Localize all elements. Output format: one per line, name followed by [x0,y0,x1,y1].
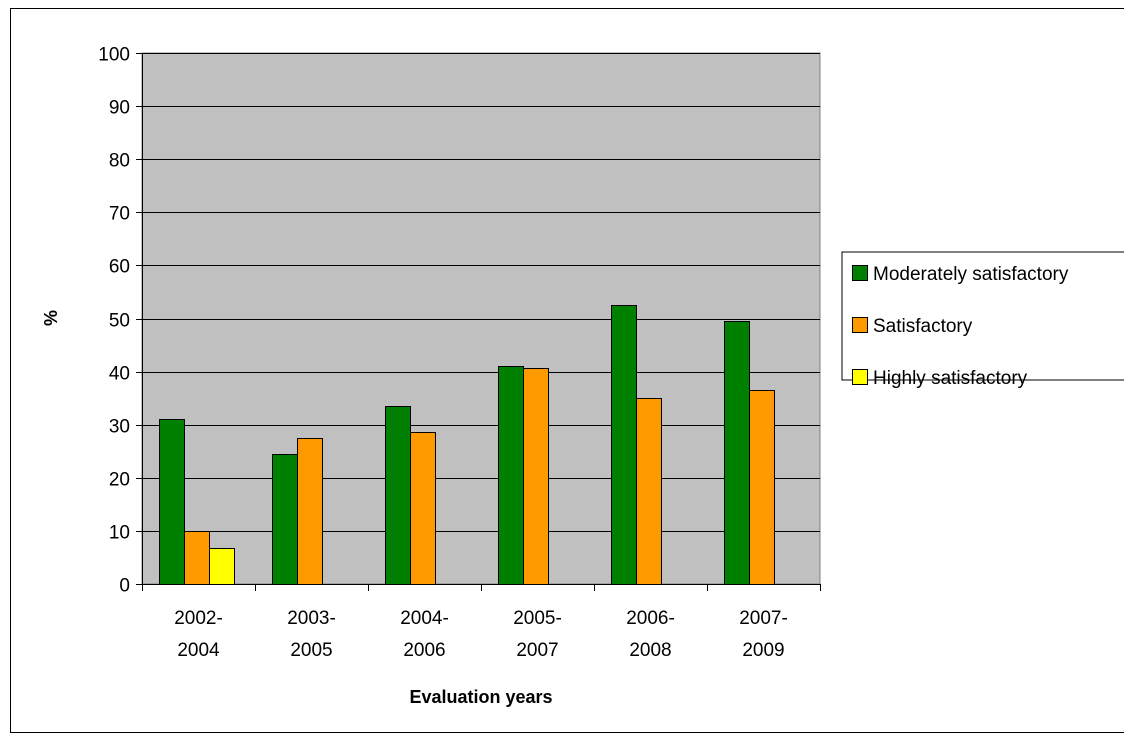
legend-swatch [852,265,868,281]
bar [272,454,298,585]
y-tick-label: 70 [109,204,130,225]
y-tick-label: 80 [109,151,130,172]
bars [159,305,775,585]
bar [523,368,549,585]
axes [136,53,821,591]
gridlines [142,53,820,532]
y-tick-label: 100 [98,45,130,66]
y-tick-label: 60 [109,257,130,278]
x-tick-label: 2005 [290,640,332,661]
x-tick-label: 2005- [513,608,562,629]
x-tick-labels: 2002- 2004 2003- 2005 2004- 2006 2005- 2007 2006… [174,608,788,661]
y-tick-label: 90 [109,98,130,119]
bar [611,305,637,585]
legend-label: Moderately satisfactory [873,264,1069,285]
legend-label: Satisfactory [873,316,973,337]
y-tick-label: 50 [109,311,130,332]
x-tick-label: 2004 [177,640,220,661]
x-tick-label: 2007- [739,608,788,629]
x-axis-title: Evaluation years [409,687,552,707]
bar [209,548,235,585]
bar [749,390,775,585]
y-tick-labels: 0 10 20 30 40 50 60 70 80 90 100 [98,45,130,597]
x-tick-label: 2003- [287,608,336,629]
bar [410,432,436,585]
legend-swatch [852,317,868,333]
bar [184,531,210,585]
y-tick-label: 20 [109,470,130,491]
x-tick-label: 2007 [516,640,558,661]
bar [385,406,411,585]
legend-label: Highly satisfactory [873,368,1028,389]
legend-box [841,251,1124,381]
y-tick-label: 10 [109,523,130,544]
bar [297,438,323,585]
y-tick-label: 0 [119,576,130,597]
legend: Moderately satisfactory Satisfactory Highl… [841,251,1124,389]
bar [159,419,185,585]
y-tick-label: 30 [109,417,130,438]
y-tick-label: 40 [109,364,130,385]
x-tick-label: 2004- [400,608,449,629]
bar [498,366,524,585]
legend-swatch [852,369,868,385]
plot-area [141,52,821,585]
bar [636,398,662,585]
x-tick-label: 2008 [629,640,671,661]
bar [724,321,750,585]
x-tick-label: 2006 [403,640,445,661]
x-tick-label: 2006- [626,608,675,629]
y-axis-title: % [41,310,61,326]
x-tick-label: 2009 [742,640,784,661]
x-tick-label: 2002- [174,608,223,629]
